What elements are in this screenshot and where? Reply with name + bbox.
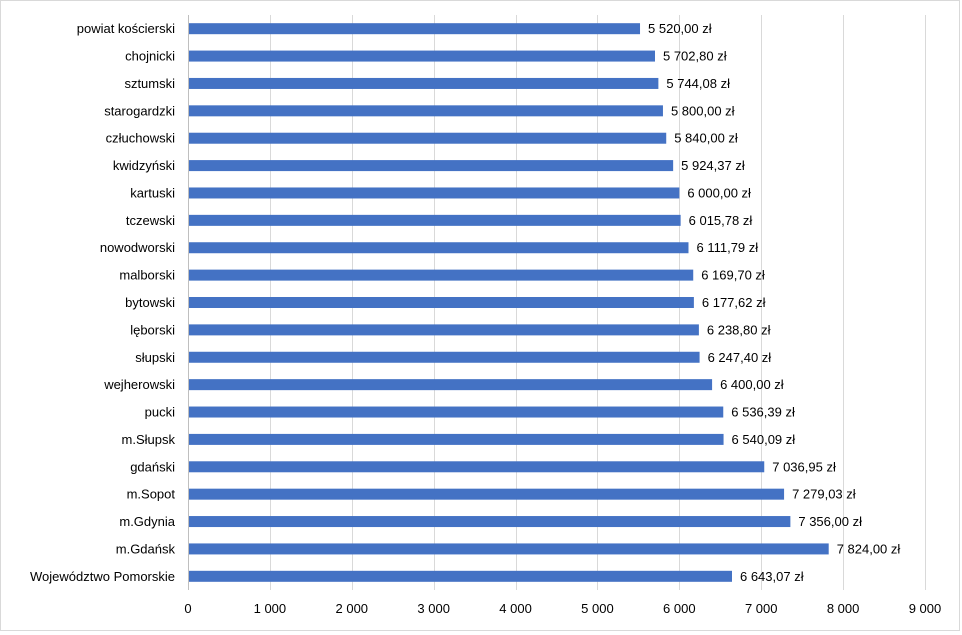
bar: [188, 351, 700, 363]
category-label: starogardzki: [104, 103, 175, 118]
category-label: chojnicki: [125, 49, 175, 64]
bar: [188, 23, 641, 35]
x-tick-label: 1 000: [254, 601, 287, 616]
category-label: Województwo Pomorskie: [30, 569, 175, 584]
bar: [188, 379, 713, 391]
bar: [188, 214, 681, 226]
data-label: 7 279,03 zł: [792, 487, 856, 502]
bar: [188, 160, 674, 172]
x-tick-label: 2 000: [336, 601, 369, 616]
category-label: kartuski: [130, 185, 175, 200]
bar: [188, 77, 659, 89]
x-tick-label: 7 000: [745, 601, 778, 616]
data-label: 6 169,70 zł: [701, 268, 765, 283]
x-tick-label: 9 000: [909, 601, 942, 616]
category-label: sztumski: [124, 76, 175, 91]
bar: [188, 105, 663, 117]
data-label: 6 111,79 zł: [696, 240, 758, 255]
category-label: lęborski: [130, 322, 175, 337]
x-axis-tick-labels: 0 1 000 2 000 3 000 4 000 5 000 6 000 7 000 8 00…: [184, 601, 941, 616]
bar: [188, 297, 694, 308]
data-label: 6 400,00 zł: [720, 377, 784, 392]
data-label: 5 520,00 zł: [648, 21, 712, 36]
category-label: bytowski: [125, 295, 175, 310]
data-labels: 5 520,00 zł 5 702,80 zł 5 744,08 zł 5 800,0…: [648, 21, 900, 584]
data-label: 6 536,39 zł: [731, 405, 795, 420]
category-label: tczewski: [126, 213, 175, 228]
bar: [188, 570, 732, 582]
data-label: 6 643,07 zł: [740, 569, 804, 584]
x-tick-label: 0: [184, 601, 191, 616]
bar: [188, 488, 785, 500]
x-tick-label: 6 000: [663, 601, 696, 616]
data-label: 6 247,40 zł: [708, 350, 772, 365]
data-label: 5 702,80 zł: [663, 49, 727, 64]
data-label: 5 924,37 zł: [681, 158, 745, 173]
bar: [188, 187, 680, 199]
bar: [188, 132, 667, 144]
category-label: malborski: [119, 268, 175, 283]
bar: [188, 242, 689, 254]
category-label: m.Słupsk: [122, 432, 176, 447]
category-label: m.Gdańsk: [116, 541, 176, 556]
x-tick-label: 8 000: [827, 601, 860, 616]
bar: [188, 543, 829, 555]
bar: [188, 269, 694, 281]
category-label: m.Sopot: [127, 487, 176, 502]
bar: [188, 461, 765, 473]
bar: [188, 433, 724, 445]
data-label: 6 000,00 zł: [687, 185, 751, 200]
data-label: 6 177,62 zł: [702, 295, 766, 310]
bars: [188, 23, 829, 582]
category-labels: powiat kościerski chojnicki sztumski starog…: [30, 21, 176, 584]
data-label: 7 036,95 zł: [772, 459, 836, 474]
data-label: 5 840,00 zł: [674, 131, 738, 146]
data-label: 6 540,09 zł: [732, 432, 796, 447]
category-label: powiat kościerski: [77, 21, 175, 36]
data-label: 6 238,80 zł: [707, 322, 771, 337]
category-label: kwidzyński: [113, 158, 175, 173]
data-label: 5 744,08 zł: [666, 76, 730, 91]
category-label: słupski: [135, 350, 175, 365]
data-label: 5 800,00 zł: [671, 103, 735, 118]
bar: [188, 406, 724, 418]
x-tick-label: 4 000: [499, 601, 532, 616]
category-label: m.Gdynia: [119, 514, 175, 529]
bar: [188, 516, 791, 528]
x-tick-label: 3 000: [417, 601, 450, 616]
category-label: gdański: [130, 459, 175, 474]
category-label: człuchowski: [106, 131, 175, 146]
data-label: 7 824,00 zł: [837, 541, 901, 556]
bar: [188, 50, 655, 62]
data-label: 6 015,78 zł: [689, 213, 753, 228]
category-label: wejherowski: [103, 377, 175, 392]
category-label: nowodworski: [100, 240, 175, 255]
data-label: 7 356,00 zł: [798, 514, 862, 529]
bar: [188, 324, 699, 336]
x-tick-label: 5 000: [581, 601, 614, 616]
category-label: pucki: [145, 405, 175, 420]
